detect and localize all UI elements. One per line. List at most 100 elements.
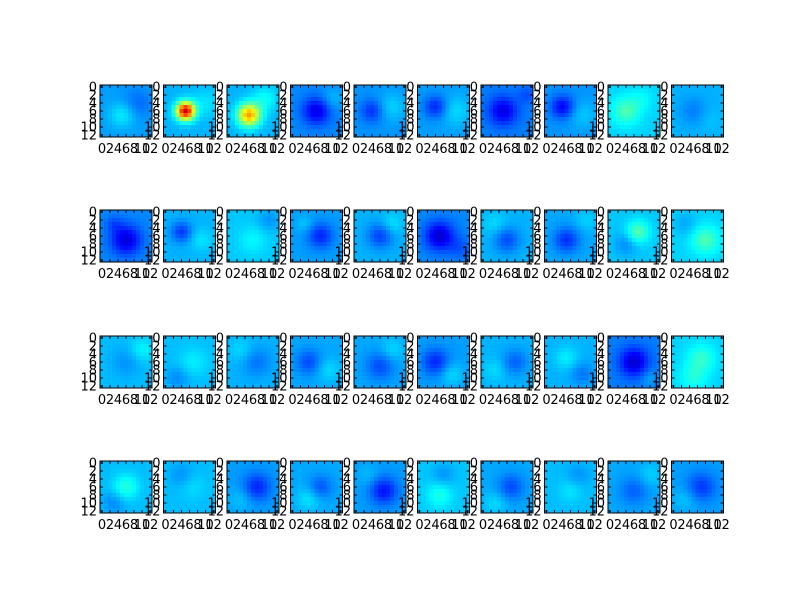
heatmap-cell (683, 230, 688, 235)
heatmap-cell (179, 380, 184, 385)
heatmap-cell (259, 246, 264, 251)
heatmap-cell (247, 210, 252, 215)
heatmap-cell (675, 93, 680, 98)
heatmap-cell (267, 352, 272, 357)
heatmap-cell (163, 97, 168, 102)
x-tick-label: 4 (685, 267, 693, 282)
heatmap-cell (144, 97, 149, 102)
heatmap-cell (239, 368, 244, 373)
heatmap-cell (136, 97, 141, 102)
heatmap-cell (652, 250, 657, 255)
heatmap-cell (437, 97, 442, 102)
heatmap-cell (608, 230, 613, 235)
heatmap-cell (310, 258, 315, 263)
heatmap-cell (259, 222, 264, 227)
heatmap-cell (640, 109, 645, 114)
heatmap-cell (572, 117, 577, 122)
heatmap-cell (128, 101, 133, 106)
heatmap-cell (560, 234, 565, 239)
heatmap-cell (691, 234, 696, 239)
heatmap-cell (509, 214, 514, 219)
heatmap-cell (207, 89, 212, 94)
heatmap-cell (191, 117, 196, 122)
heatmap-cell (429, 222, 434, 227)
heatmap-cell (588, 117, 593, 122)
heatmap-cell (171, 242, 176, 247)
heatmap-cell (322, 234, 327, 239)
x-tick-label: 8 (384, 267, 392, 282)
heatmap-cell (251, 234, 256, 239)
y-tick-label: 12 (525, 129, 542, 144)
heatmap-cell (318, 234, 323, 239)
heatmap-cell (136, 85, 141, 90)
heatmap-cell (112, 113, 117, 118)
heatmap-cell (453, 218, 458, 223)
heatmap-cell (513, 129, 518, 134)
heatmap-cell (326, 336, 331, 341)
heatmap-cell (683, 222, 688, 227)
heatmap-cell (481, 254, 486, 259)
heatmap-cell (378, 105, 383, 110)
heatmap-cell (636, 133, 641, 138)
heatmap-cell (461, 129, 466, 134)
heatmap-cell (330, 93, 335, 98)
heatmap-cell (163, 113, 168, 118)
heatmap-cell (568, 242, 573, 247)
heatmap-cell (366, 250, 371, 255)
heatmap-cell (445, 214, 450, 219)
y-tick-label: 12 (588, 129, 605, 144)
heatmap-cell (330, 97, 335, 102)
heatmap-cell (306, 230, 311, 235)
heatmap-cell (445, 89, 450, 94)
heatmap-cell (140, 364, 145, 369)
x-tick-label: 2 (233, 393, 241, 408)
heatmap-cell (441, 222, 446, 227)
heatmap-cell (183, 89, 188, 94)
heatmap-cell (652, 117, 657, 122)
heatmap-cell (592, 254, 597, 259)
heatmap-cell (703, 250, 708, 255)
heatmap-cell (310, 121, 315, 126)
heatmap-cell (556, 109, 561, 114)
heatmap-cell (652, 222, 657, 227)
heatmap-cell (640, 214, 645, 219)
heatmap-cell (699, 214, 704, 219)
heatmap-cell (334, 97, 339, 102)
heatmap-cell (648, 234, 653, 239)
heatmap-cell (195, 222, 200, 227)
heatmap-cell (493, 121, 498, 126)
heatmap-cell (699, 254, 704, 259)
heatmap-cell (211, 113, 216, 118)
heatmap-cell (560, 230, 565, 235)
heatmap-cell (271, 222, 276, 227)
heatmap-cell (207, 364, 212, 369)
heatmap-cell (366, 89, 371, 94)
heatmap-cell (310, 117, 315, 122)
heatmap-cell (453, 97, 458, 102)
heatmap-cell (433, 242, 438, 247)
heatmap-cell (556, 85, 561, 90)
heatmap-cell (334, 117, 339, 122)
y-tick-label: 8 (152, 238, 160, 253)
heatmap-cell (441, 218, 446, 223)
heatmap-cell (644, 238, 649, 243)
heatmap-cell (640, 246, 645, 251)
heatmap-cell (183, 129, 188, 134)
heatmap-cell (425, 129, 430, 134)
heatmap-cell (489, 105, 494, 110)
heatmap-cell (354, 113, 359, 118)
heatmap-cell (521, 254, 526, 259)
heatmap-cell (104, 93, 109, 98)
heatmap-cell (318, 254, 323, 259)
heatmap-cell (449, 109, 454, 114)
heatmap-cell (167, 93, 172, 98)
heatmap-cell (493, 93, 498, 98)
heatmap-cell (394, 238, 399, 243)
heatmap-cell (207, 368, 212, 373)
heatmap-cell (513, 97, 518, 102)
heatmap-cell (175, 210, 180, 215)
heatmap-cell (140, 348, 145, 353)
heatmap-cell (144, 238, 149, 243)
heatmap-cell (298, 250, 303, 255)
heatmap-cell (247, 97, 252, 102)
